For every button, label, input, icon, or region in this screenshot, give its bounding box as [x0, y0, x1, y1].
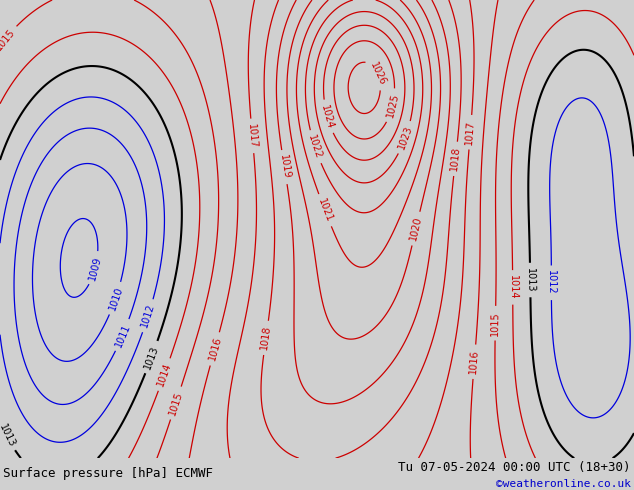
Text: 1015: 1015 — [0, 26, 16, 52]
Text: 1016: 1016 — [207, 336, 223, 362]
Text: 1012: 1012 — [139, 303, 157, 329]
Text: 1015: 1015 — [490, 311, 501, 336]
Text: 1026: 1026 — [368, 60, 387, 87]
Text: 1017: 1017 — [465, 120, 476, 145]
Text: 1021: 1021 — [316, 197, 334, 223]
Text: 1017: 1017 — [246, 123, 258, 148]
Text: 1014: 1014 — [155, 362, 173, 388]
Text: 1010: 1010 — [107, 285, 124, 312]
Text: 1014: 1014 — [508, 275, 518, 300]
Text: 1024: 1024 — [320, 103, 335, 130]
Text: 1013: 1013 — [143, 344, 160, 370]
Text: 1011: 1011 — [113, 322, 132, 348]
Text: 1016: 1016 — [469, 349, 481, 374]
Text: 1018: 1018 — [450, 146, 462, 171]
Text: 1023: 1023 — [396, 124, 414, 151]
Text: 1018: 1018 — [259, 325, 273, 351]
Text: 1013: 1013 — [0, 422, 16, 448]
Text: 1025: 1025 — [385, 93, 400, 119]
Text: 1012: 1012 — [547, 270, 557, 295]
Text: Tu 07-05-2024 00:00 UTC (18+30): Tu 07-05-2024 00:00 UTC (18+30) — [398, 461, 631, 474]
Text: ©weatheronline.co.uk: ©weatheronline.co.uk — [496, 479, 631, 489]
Text: Surface pressure [hPa] ECMWF: Surface pressure [hPa] ECMWF — [3, 467, 213, 480]
Text: 1020: 1020 — [408, 216, 424, 242]
Text: 1019: 1019 — [278, 154, 291, 180]
Text: 1022: 1022 — [306, 134, 323, 160]
Text: 1013: 1013 — [525, 268, 535, 293]
Text: 1009: 1009 — [87, 255, 103, 281]
Text: 1015: 1015 — [167, 390, 184, 416]
